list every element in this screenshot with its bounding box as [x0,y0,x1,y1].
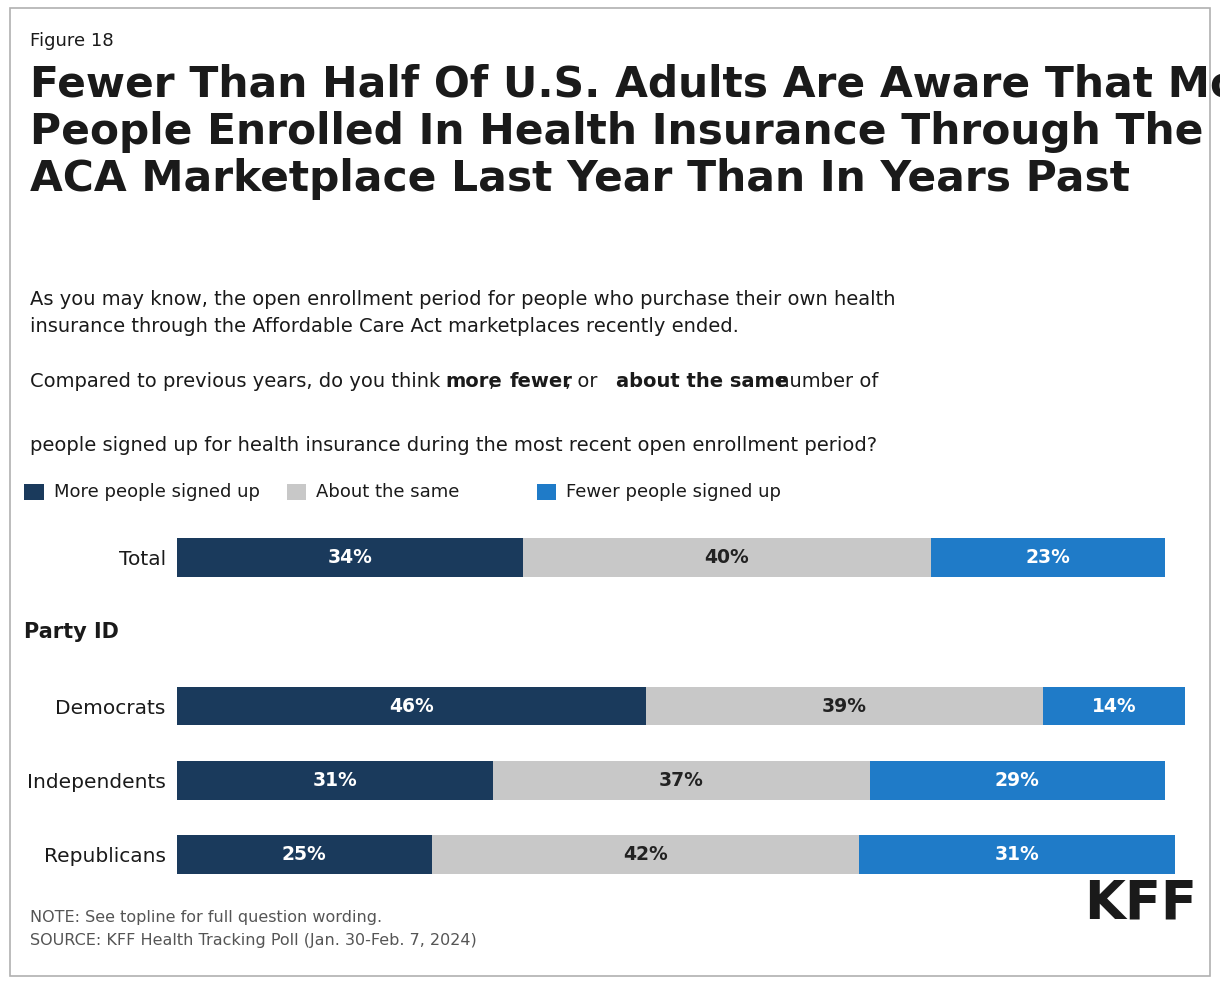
Bar [177,687,645,725]
Bar [931,538,1165,577]
Text: Compared to previous years, do you think more, fewer, or about the same number o: Compared to previous years, do you think… [30,372,877,417]
Text: people signed up for health insurance during the most recent open enrollment per: people signed up for health insurance du… [30,436,877,455]
Bar [177,835,432,874]
Text: 25%: 25% [282,845,327,864]
Text: more: more [445,372,501,391]
Text: ,: , [489,372,501,391]
Text: About the same: About the same [316,483,460,501]
Text: , or: , or [565,372,604,391]
Text: 42%: 42% [623,845,667,864]
Text: Fewer people signed up: Fewer people signed up [566,483,781,501]
Text: 14%: 14% [1092,697,1136,715]
Bar [432,835,859,874]
Text: about the same: about the same [616,372,788,391]
Text: As you may know, the open enrollment period for people who purchase their own he: As you may know, the open enrollment per… [30,290,895,336]
Text: fewer: fewer [510,372,572,391]
Text: More people signed up: More people signed up [54,483,260,501]
Text: Party ID: Party ID [24,622,120,642]
Text: 39%: 39% [821,697,866,715]
Text: 40%: 40% [705,548,749,567]
Text: Figure 18: Figure 18 [30,32,115,50]
Text: Compared to previous years, do you think: Compared to previous years, do you think [30,372,447,391]
Bar [859,835,1175,874]
Bar [177,761,493,800]
Text: 23%: 23% [1026,548,1070,567]
Text: number of: number of [771,372,878,391]
Text: NOTE: See topline for full question wording.: NOTE: See topline for full question word… [30,910,383,925]
Bar [493,761,870,800]
Text: 31%: 31% [312,770,357,790]
Text: SOURCE: KFF Health Tracking Poll (Jan. 30-Feb. 7, 2024): SOURCE: KFF Health Tracking Poll (Jan. 3… [30,933,477,948]
Bar [177,538,523,577]
Text: 34%: 34% [328,548,372,567]
Text: 46%: 46% [389,697,433,715]
Text: KFF: KFF [1085,878,1197,930]
Text: Fewer Than Half Of U.S. Adults Are Aware That More
People Enrolled In Health Ins: Fewer Than Half Of U.S. Adults Are Aware… [30,64,1220,200]
Text: 31%: 31% [996,845,1039,864]
Text: 37%: 37% [659,770,704,790]
Bar [645,687,1043,725]
Bar [523,538,931,577]
Text: 29%: 29% [994,770,1039,790]
Bar [1043,687,1186,725]
Bar [870,761,1165,800]
